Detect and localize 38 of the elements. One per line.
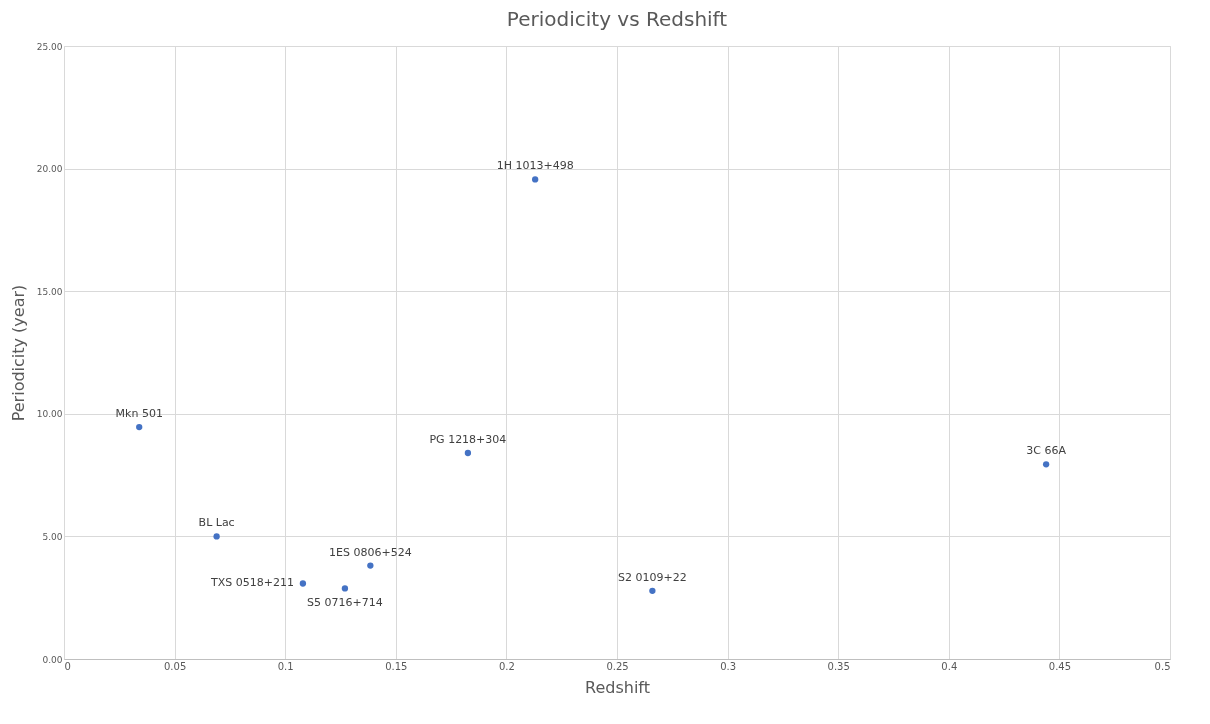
annotation: PG 1218+304 — [429, 433, 507, 447]
y-tick-label: 20.00 — [36, 164, 63, 175]
x-tick-label: 0.15 — [385, 660, 408, 672]
annotation: TXS 0518+211 — [209, 576, 294, 590]
x-tick-label: 0.3 — [720, 660, 737, 672]
x-axis-title: Redshift — [585, 677, 650, 697]
y-tick-label: 0.00 — [42, 654, 63, 665]
annotation: 1ES 0806+524 — [329, 545, 412, 559]
annotation: 1H 1013+498 — [496, 159, 574, 173]
x-tick-label: 0.35 — [827, 660, 850, 672]
x-tick-label: 0.5 — [1154, 660, 1171, 672]
point — [213, 533, 220, 540]
chart-title: Periodicity vs Redshift — [506, 7, 728, 31]
x-tick-label: 0.45 — [1048, 660, 1072, 672]
annotation: BL Lac — [198, 516, 235, 530]
point — [1042, 461, 1050, 468]
annotation: S5 0716+714 — [307, 596, 383, 610]
annotation: S2 0109+22 — [618, 570, 687, 584]
point — [531, 176, 539, 183]
x-tick-label: 0.25 — [606, 660, 629, 672]
annotation: Mkn 501 — [115, 407, 163, 421]
y-tick-label: 5.00 — [42, 531, 63, 542]
point — [649, 587, 656, 594]
x-tick-label: 0.05 — [163, 660, 187, 672]
x-tick-label: 0 — [64, 660, 71, 672]
point — [341, 585, 349, 592]
y-tick-label: 15.00 — [36, 286, 63, 297]
y-tick-label: 10.00 — [36, 409, 63, 420]
point — [464, 449, 472, 457]
y-axis-title: Periodicity (year) — [8, 284, 28, 422]
x-tick-label: 0.4 — [941, 660, 958, 672]
annotation: 3C 66A — [1026, 444, 1067, 458]
point — [299, 580, 307, 587]
point — [136, 423, 143, 431]
y-tick-label: 25.00 — [36, 41, 63, 52]
x-tick-label: 0.2 — [498, 660, 515, 672]
point — [367, 562, 374, 569]
x-tick-label: 0.1 — [277, 660, 294, 672]
